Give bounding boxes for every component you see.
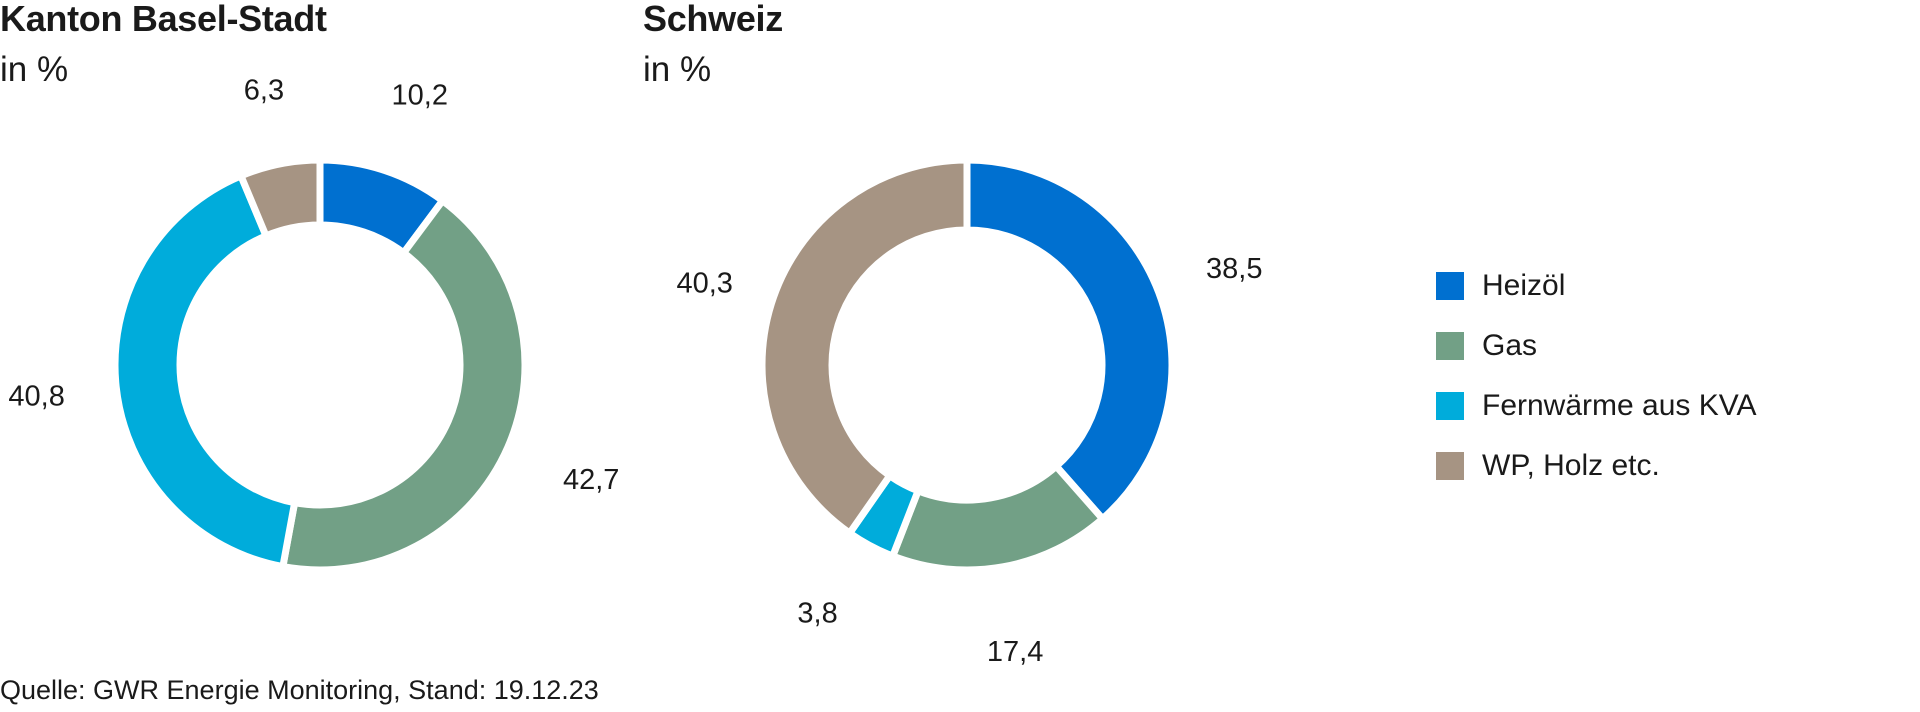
- chart-title-basel: Kanton Basel-Stadt: [0, 0, 327, 39]
- legend-swatch-heizoel: [1436, 272, 1464, 300]
- legend-item-wp-holz: WP, Holz etc.: [1436, 436, 1757, 496]
- legend-item-gas: Gas: [1436, 316, 1757, 376]
- chart-title-schweiz: Schweiz: [643, 0, 783, 39]
- legend-label: Gas: [1482, 329, 1538, 362]
- donut-slice-basel-2: [111, 171, 299, 571]
- data-label-schweiz-0: 38,5: [1206, 253, 1262, 285]
- legend-swatch-wp-holz: [1436, 452, 1464, 480]
- source-note: Quelle: GWR Energie Monitoring, Stand: 1…: [0, 675, 599, 705]
- donut-slice-schweiz-0: [963, 156, 1176, 524]
- data-label-schweiz-1: 17,4: [987, 636, 1043, 668]
- data-label-schweiz-3: 40,3: [676, 267, 732, 299]
- legend: Heizöl Gas Fernwärme aus KVA WP, Holz et…: [1436, 256, 1757, 496]
- data-label-basel-3: 6,3: [244, 75, 284, 107]
- legend-label: Fernwärme aus KVA: [1482, 389, 1757, 422]
- legend-swatch-gas: [1436, 332, 1464, 360]
- donut-slice-basel-1: [278, 195, 529, 574]
- donut-slice-basel-3: [236, 156, 324, 241]
- data-label-basel-0: 10,2: [392, 80, 448, 112]
- donut-slice-schweiz-3: [758, 156, 971, 538]
- chart-subtitle-schweiz: in %: [643, 50, 712, 89]
- chart-subtitle-basel: in %: [0, 50, 69, 89]
- data-label-basel-1: 42,7: [563, 464, 619, 496]
- legend-swatch-fernwaerme: [1436, 392, 1464, 420]
- data-label-schweiz-2: 3,8: [797, 598, 837, 630]
- legend-item-heizoel: Heizöl: [1436, 256, 1757, 316]
- legend-label: WP, Holz etc.: [1482, 449, 1660, 482]
- data-label-basel-2: 40,8: [8, 380, 64, 412]
- legend-label: Heizöl: [1482, 269, 1566, 302]
- legend-item-fernwaerme: Fernwärme aus KVA: [1436, 376, 1757, 436]
- donut-slice-schweiz-1: [888, 461, 1108, 574]
